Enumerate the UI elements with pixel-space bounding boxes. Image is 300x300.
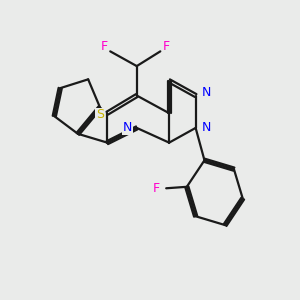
Text: F: F (153, 182, 160, 195)
Text: S: S (96, 108, 104, 121)
Text: N: N (123, 122, 132, 134)
Text: N: N (202, 122, 211, 134)
Text: F: F (101, 40, 108, 53)
Text: N: N (202, 86, 211, 99)
Text: F: F (163, 40, 170, 53)
